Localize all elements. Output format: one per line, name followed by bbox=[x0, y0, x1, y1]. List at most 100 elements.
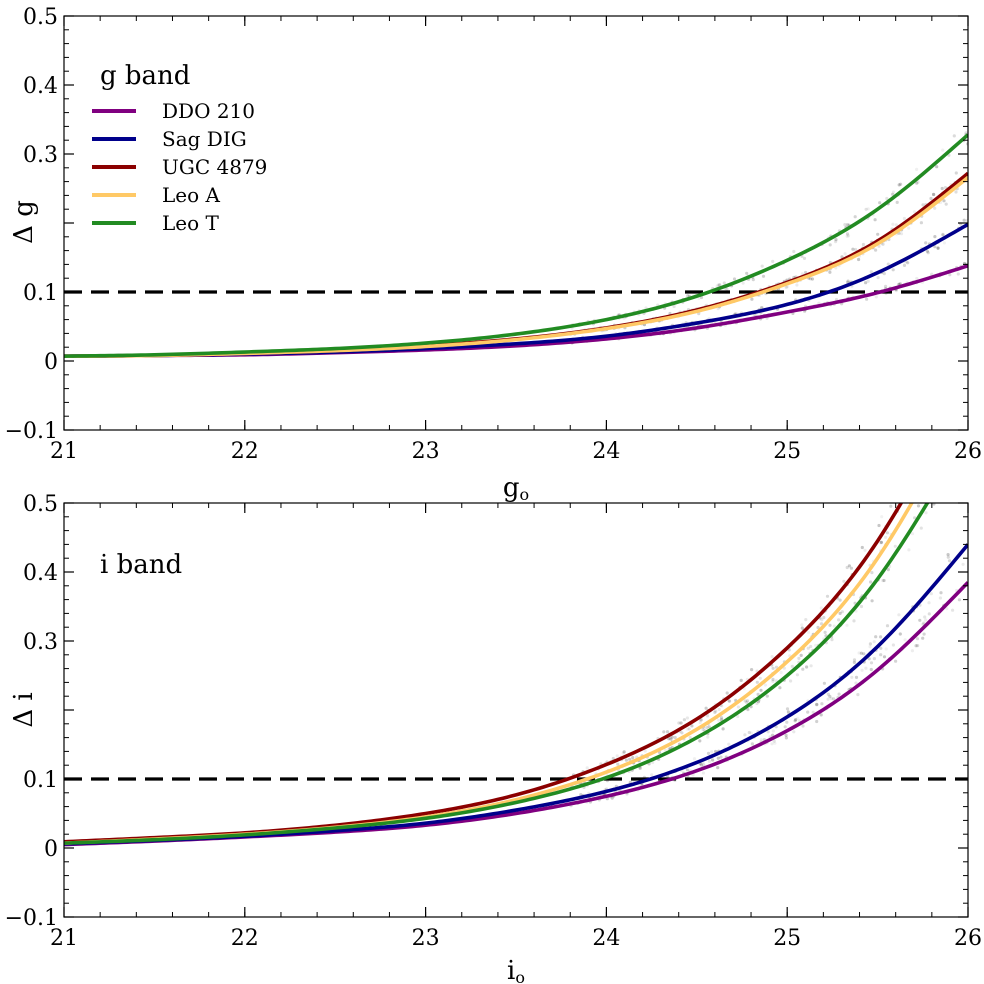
bottom-scatter-point bbox=[944, 437, 947, 440]
bottom-scatter-point bbox=[868, 642, 873, 646]
bottom-scatter-point bbox=[864, 666, 868, 670]
top-scatter-point bbox=[846, 234, 851, 238]
bottom-scatter-point bbox=[897, 613, 901, 617]
bottom-scatter-point bbox=[945, 474, 948, 477]
top-scatter-point bbox=[834, 240, 838, 244]
bottom-scatter-point bbox=[719, 755, 723, 759]
bottom-x-tick-label: 22 bbox=[231, 926, 259, 951]
bottom-series-ugc-4879 bbox=[64, 503, 904, 844]
bottom-scatter-point bbox=[823, 630, 827, 635]
bottom-scatter-point bbox=[845, 565, 849, 570]
bottom-scatter-point bbox=[917, 472, 920, 475]
bottom-scatter-point bbox=[939, 445, 942, 448]
top-scatter-point bbox=[929, 196, 933, 201]
top-scatter-point bbox=[808, 277, 813, 281]
bottom-scatter-point bbox=[922, 492, 925, 495]
bottom-scatter-point bbox=[796, 716, 800, 720]
top-scatter-point bbox=[672, 304, 676, 309]
top-scatter-point bbox=[876, 232, 880, 236]
bottom-scatter-point bbox=[879, 653, 883, 657]
top-scatter-point bbox=[876, 276, 880, 280]
bottom-scatter-point bbox=[704, 706, 708, 710]
bottom-scatter-point bbox=[911, 498, 914, 501]
bottom-scatter-point bbox=[771, 679, 775, 683]
bottom-scatter-point bbox=[720, 704, 724, 708]
bottom-scatter-point bbox=[725, 691, 729, 695]
bottom-scatter-point bbox=[698, 739, 702, 743]
top-scatter-point bbox=[902, 216, 907, 221]
bottom-scatter-point bbox=[610, 796, 614, 800]
bottom-scatter-point bbox=[706, 735, 710, 739]
top-scatter-point bbox=[845, 234, 849, 238]
bottom-scatter-point bbox=[815, 719, 819, 724]
bottom-scatter-point bbox=[870, 599, 874, 603]
bottom-scatter-point bbox=[929, 433, 932, 436]
bottom-scatter-point bbox=[673, 735, 677, 740]
bottom-scatter-point bbox=[953, 399, 956, 402]
top-y-tick-label: 0.3 bbox=[23, 143, 58, 168]
bottom-scatter-point bbox=[961, 562, 965, 566]
bottom-scatter-point bbox=[749, 731, 753, 735]
top-scatter-point bbox=[854, 247, 858, 252]
bottom-scatter-point bbox=[840, 610, 844, 614]
top-scatter-point bbox=[895, 200, 899, 204]
bottom-scatter-point bbox=[759, 688, 763, 692]
bottom-scatter-point bbox=[877, 523, 881, 528]
top-scatter-point bbox=[853, 215, 857, 219]
bottom-scatter-point bbox=[913, 516, 917, 520]
top-scatter-point bbox=[941, 148, 945, 152]
bottom-scatter-point bbox=[885, 624, 890, 628]
bottom-scatter-point bbox=[957, 598, 962, 602]
top-scatter-point bbox=[942, 241, 947, 245]
bottom-scatter-point bbox=[910, 532, 915, 536]
top-scatter-point bbox=[933, 206, 937, 210]
bottom-x-tick-label: 25 bbox=[773, 926, 801, 951]
top-scatter-point bbox=[873, 218, 877, 222]
bottom-scatter-point bbox=[916, 504, 921, 508]
top-scatter-point bbox=[915, 167, 919, 171]
bottom-y-tick-label: 0 bbox=[44, 837, 58, 862]
bottom-scatter-point bbox=[687, 727, 691, 731]
top-scatter-point bbox=[941, 232, 945, 236]
bottom-scatter-point bbox=[918, 482, 921, 485]
top-scatter-point bbox=[886, 262, 890, 266]
bottom-scatter-point bbox=[621, 751, 625, 755]
bottom-scatter-point bbox=[945, 420, 948, 423]
bottom-scatter-point bbox=[739, 678, 743, 683]
bottom-scatter-point bbox=[815, 703, 819, 707]
bottom-x-tick-label: 26 bbox=[954, 926, 982, 951]
bottom-scatter-point bbox=[611, 756, 615, 761]
bottom-y-axis-label: Δ i bbox=[9, 692, 39, 727]
bottom-scatter-point bbox=[916, 644, 920, 648]
bottom-y-tick-label: 0.5 bbox=[23, 492, 58, 517]
bottom-scatter-point bbox=[755, 680, 759, 684]
bottom-scatter-point bbox=[891, 643, 896, 647]
bottom-x-tick-label: 21 bbox=[50, 926, 78, 951]
bottom-scatter-point bbox=[771, 729, 775, 733]
bottom-scatter-point bbox=[793, 719, 797, 723]
bottom-scatter-point bbox=[882, 655, 887, 659]
bottom-scatter-point bbox=[677, 721, 681, 725]
bottom-scatter-point bbox=[832, 697, 836, 701]
top-scatter-point bbox=[751, 278, 755, 282]
top-scatter-point bbox=[954, 190, 958, 194]
bottom-scatter-point bbox=[680, 731, 684, 735]
bottom-scatter-point bbox=[879, 540, 884, 544]
top-scatter-point bbox=[899, 232, 904, 236]
bottom-scatter-point bbox=[911, 464, 914, 467]
bottom-scatter-point bbox=[852, 619, 856, 623]
bottom-scatter-point bbox=[885, 531, 890, 535]
bottom-scatter-point bbox=[736, 714, 740, 719]
bottom-scatter-point bbox=[826, 692, 830, 696]
bottom-scatter-point bbox=[816, 625, 820, 630]
bottom-scatter-point bbox=[874, 635, 878, 639]
top-scatter-point bbox=[899, 182, 903, 186]
bottom-scatter-point bbox=[806, 710, 810, 714]
bottom-scatter-point bbox=[915, 637, 920, 641]
bottom-scatter-point bbox=[884, 647, 888, 651]
bottom-scatter-point bbox=[670, 735, 675, 739]
bottom-scatter-point bbox=[736, 705, 741, 709]
bottom-scatter-point bbox=[699, 763, 704, 767]
top-scatter-point bbox=[802, 256, 807, 260]
